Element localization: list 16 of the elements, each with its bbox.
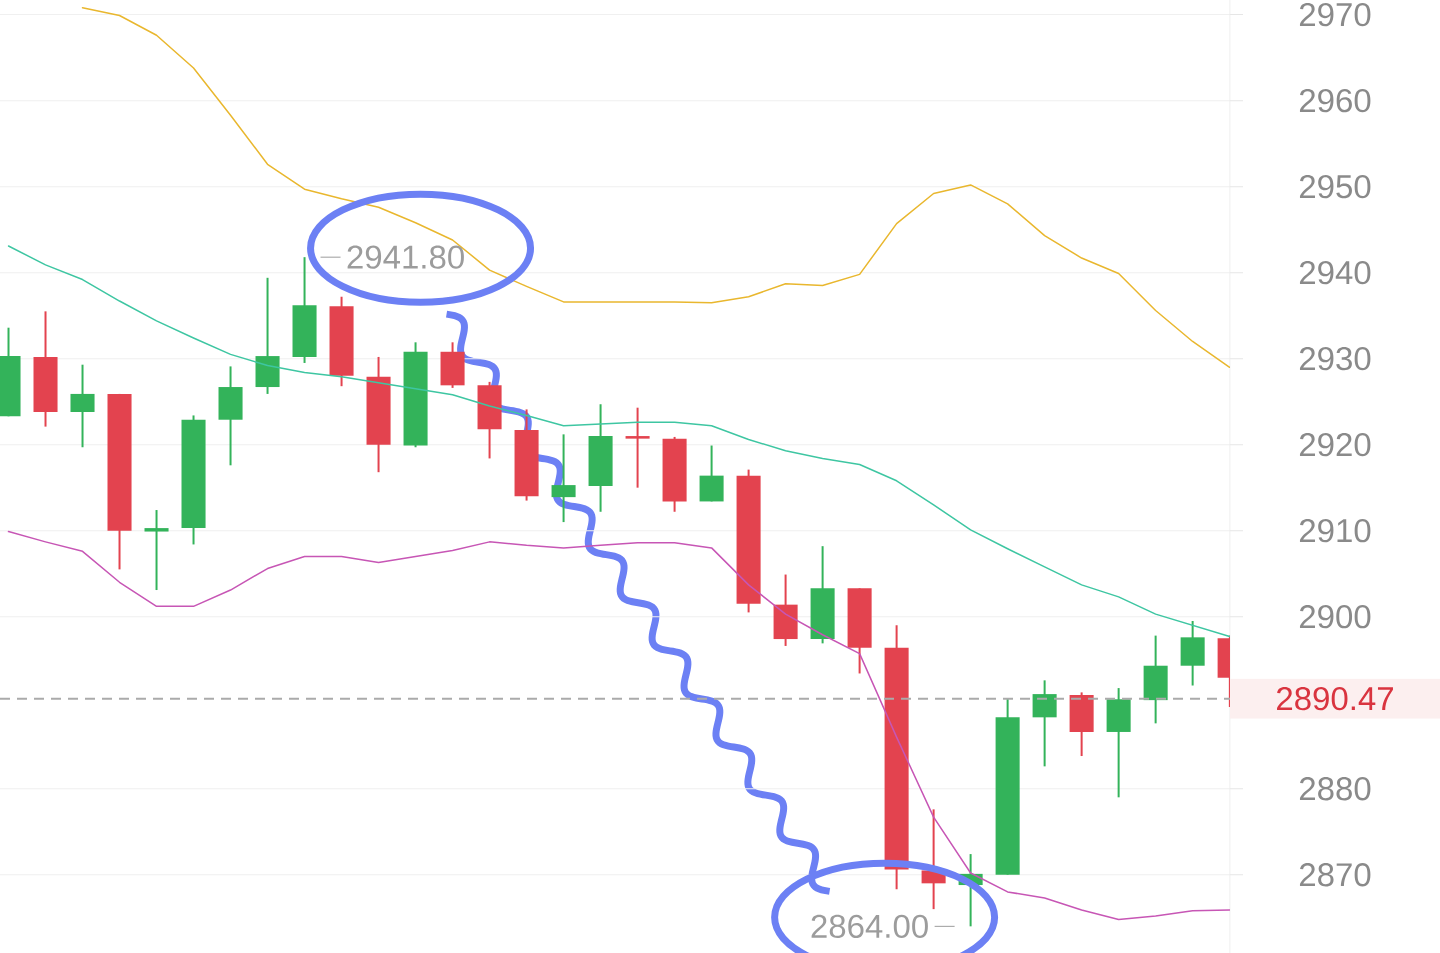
y-tick-label: 2900: [1299, 605, 1371, 629]
y-tick-label: 2930: [1299, 346, 1371, 371]
y-tick-label: 2880: [1299, 777, 1371, 801]
candlestick: [144, 509, 169, 592]
y-tick-label: 2960: [1299, 88, 1371, 113]
candlestick: [551, 433, 576, 524]
y-tick-label: 2950: [1299, 174, 1371, 199]
annotation: 2941.80: [347, 245, 464, 269]
y-tick-label: 2940: [1299, 260, 1371, 285]
annotation: 2864.00: [811, 914, 928, 939]
y-tick-label: 2970: [1299, 2, 1371, 27]
y-tick-label: 2920: [1299, 432, 1371, 457]
y-tick-label: 2870: [1299, 863, 1371, 887]
candlestick: [625, 406, 650, 489]
y-tick-label: 2910: [1299, 518, 1371, 543]
ref-line-label: 2890.47: [1277, 686, 1393, 711]
